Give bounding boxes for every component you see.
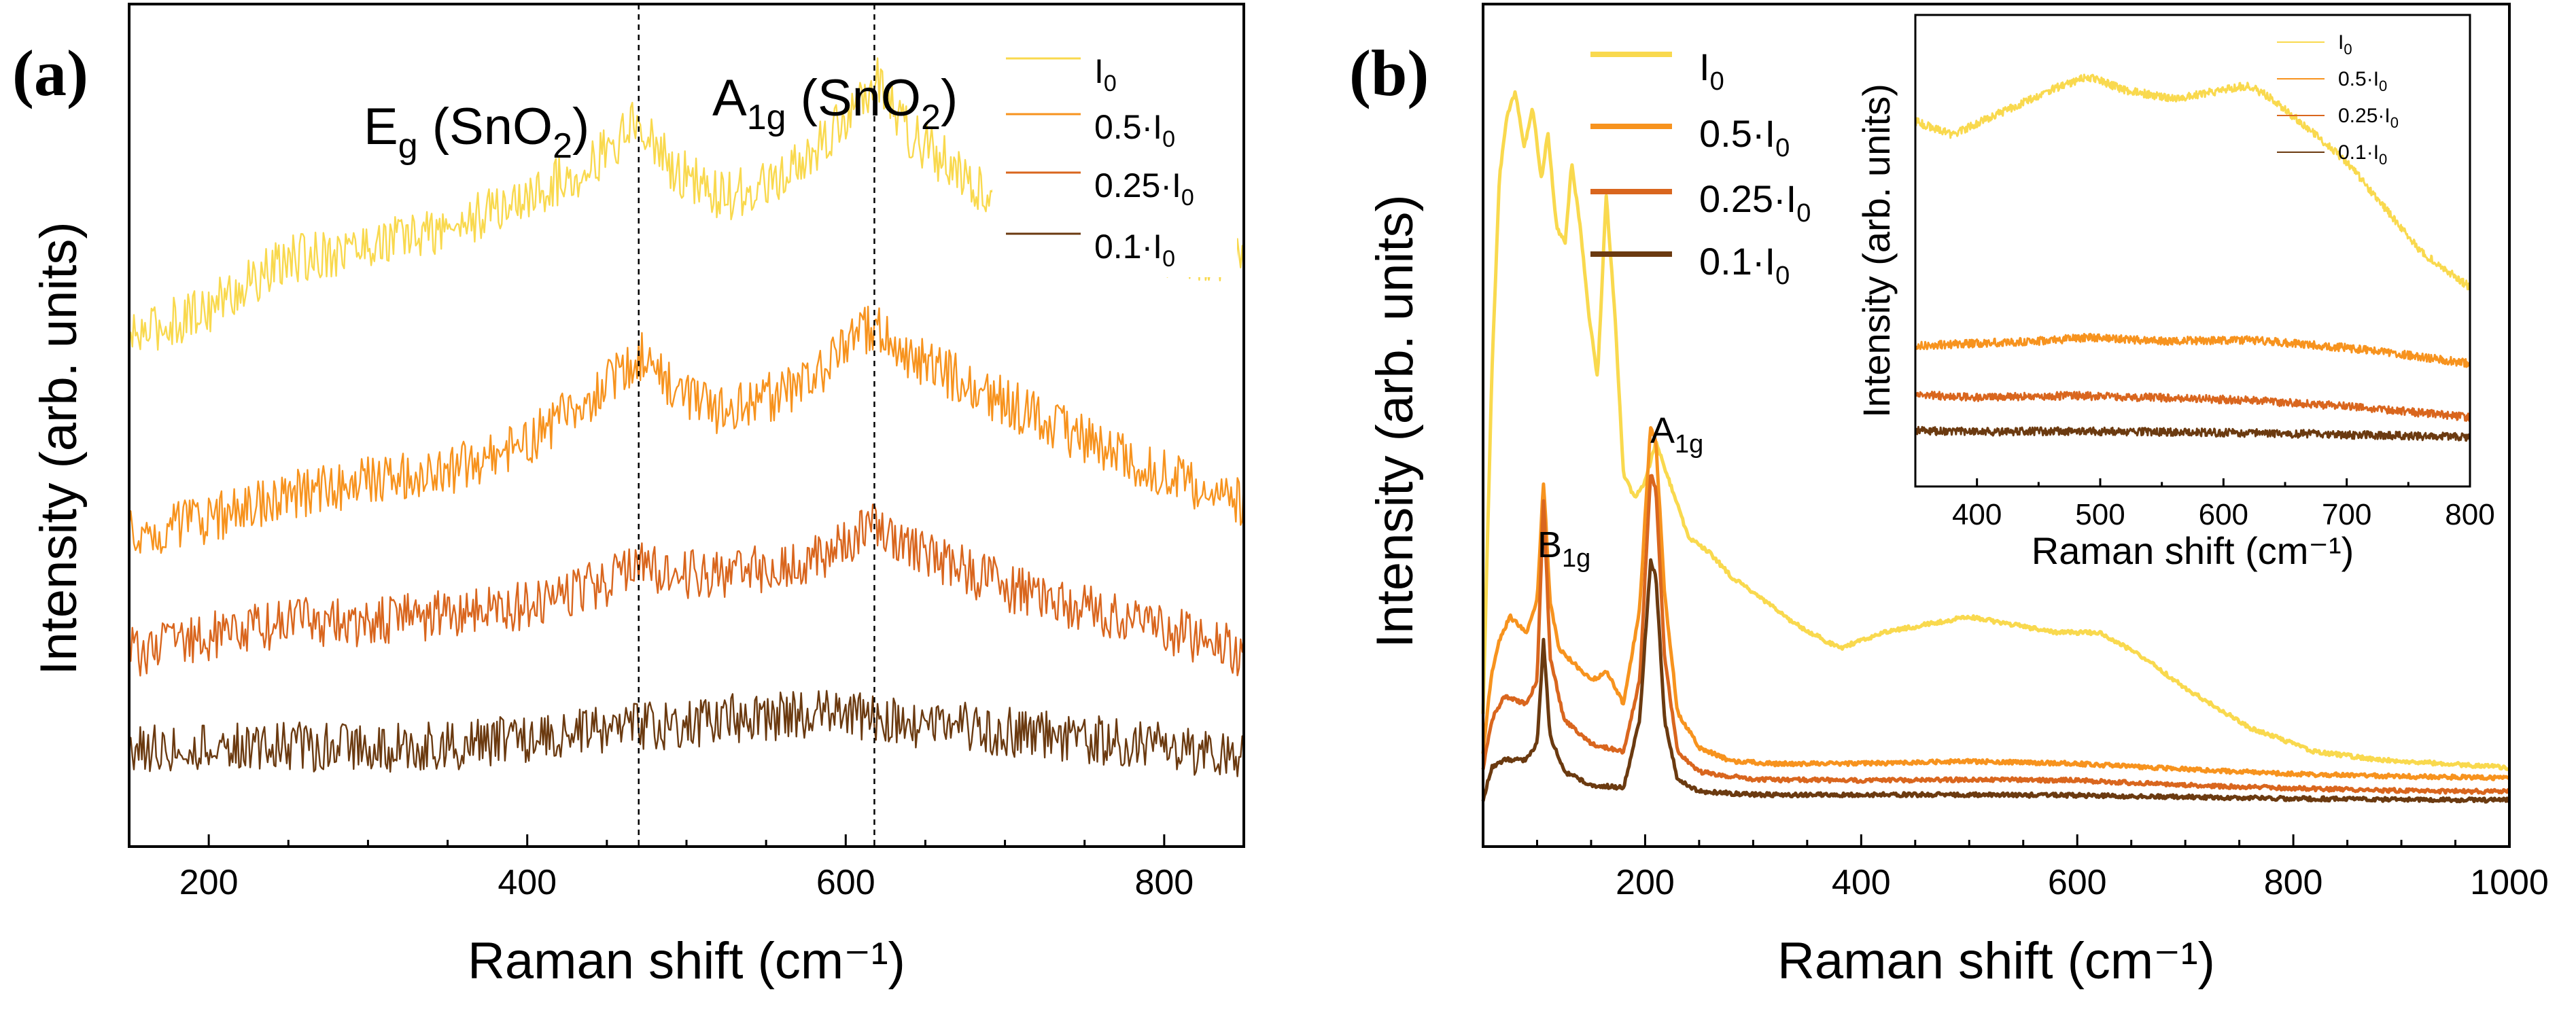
x-tick-label-800: 800 [1134,863,1194,902]
x-tick-label-500: 500 [2075,498,2125,531]
x-tick-label-700: 700 [2322,498,2371,531]
legend-inset-label-i0: I0 [2338,31,2352,58]
series-line-half [128,306,1245,554]
panel-a-legend-bg [992,53,1237,277]
series-line-I0 [1914,73,2471,291]
x-tick-label-400: 400 [1832,863,1891,902]
series-line-tenth [1914,425,2471,442]
series-line-quarter [1481,474,2511,795]
a1g-sno2-annotation: A1g (SnO2) [712,69,958,137]
inset-y-axis-title: Intensity (arb. units) [1855,84,1898,418]
x-tick-label-600: 600 [2199,498,2248,531]
legend-inset-label-half: 0.5·I0 [2338,68,2387,94]
x-tick-label-600: 600 [816,863,875,902]
panel-a-x-axis-title: Raman shift (cm⁻¹) [468,932,905,990]
series-line-half [1915,332,2471,368]
series-line-tenth [1481,558,2511,804]
legend-inset-label-tenth: 0.1·I0 [2338,141,2387,168]
legend-a-label-i0: I0 [1094,52,1117,96]
eg-sno2-annotation: Eg (SnO2) [364,98,589,166]
panel-b-legend: I0 0.5·I0 0.25·I0 0.1·I0 [1590,46,1811,290]
legend-a-label-half: 0.5·I0 [1094,108,1175,152]
panel-b-x-ticks: 200 400 600 800 1000 [1482,834,2549,902]
panel-b-x-axis-title: Raman shift (cm⁻¹) [1777,932,2215,990]
legend-b-label-half: 0.5·I0 [1699,112,1790,162]
b1g-peak-label: B1g [1537,525,1590,573]
series-line-half [1481,426,2511,781]
legend-b-label-quarter: 0.25·I0 [1699,177,1811,228]
panel-a-y-axis-title: Intensity (arb. units) [30,221,88,675]
series-line-tenth [128,690,1245,777]
x-tick-label-1000: 1000 [2470,863,2549,902]
x-tick-label-400: 400 [498,863,557,902]
inset-legend: I0 0.5·I0 0.25·I0 0.1·I0 [2277,31,2399,168]
legend-a-label-tenth: 0.1·I0 [1094,228,1175,272]
x-tick-label-600: 600 [2048,863,2107,902]
inset-x-axis-title: Raman shift (cm⁻¹) [2032,529,2354,572]
panel-b-y-axis-title: Intensity (arb. units) [1366,194,1424,648]
x-tick-label-800: 800 [2445,498,2494,531]
legend-a-label-quarter: 0.25·I0 [1094,166,1194,211]
a1g-peak-label: A1g [1650,410,1703,459]
panel-b: (b) 200 400 600 800 1000 B1g A1g I0 0.5·I0 0… [1349,3,2549,990]
series-line-quarter [1914,391,2471,423]
x-tick-label-200: 200 [1616,863,1675,902]
series-line-quarter [128,503,1245,677]
panel-b-plot-frame [1482,3,2511,848]
series-line-I0 [1481,90,2511,771]
legend-b-label-tenth: 0.1·I0 [1699,240,1790,290]
x-tick-label-400: 400 [1952,498,2002,531]
panel-b-inset: 400 500 600 700 800 I0 0.5·I0 0.25·I0 0.1·I0… [1855,14,2495,572]
legend-b-label-i0: I0 [1699,46,1724,96]
inset-series-group [1914,73,2471,442]
panel-a: (a) 200 400 600 800 Eg (SnO2) A1g (SnO2) I0… [12,3,1245,990]
panel-a-x-ticks: 200 400 600 800 [128,834,1245,902]
panel-a-reference-lines [638,4,875,847]
panel-b-series-group [1481,90,2511,804]
x-tick-label-800: 800 [2264,863,2323,902]
panel-a-legend: I0 0.5·I0 0.25·I0 0.1·I0 [992,52,1237,277]
panel-a-label: (a) [12,37,88,109]
inset-x-ticks: 400 500 600 700 800 [1914,478,2495,531]
legend-inset-label-quarter: 0.25·I0 [2338,105,2399,131]
panel-b-label: (b) [1349,37,1429,109]
x-tick-label-200: 200 [179,863,239,902]
inset-plot-frame [1914,14,2471,488]
